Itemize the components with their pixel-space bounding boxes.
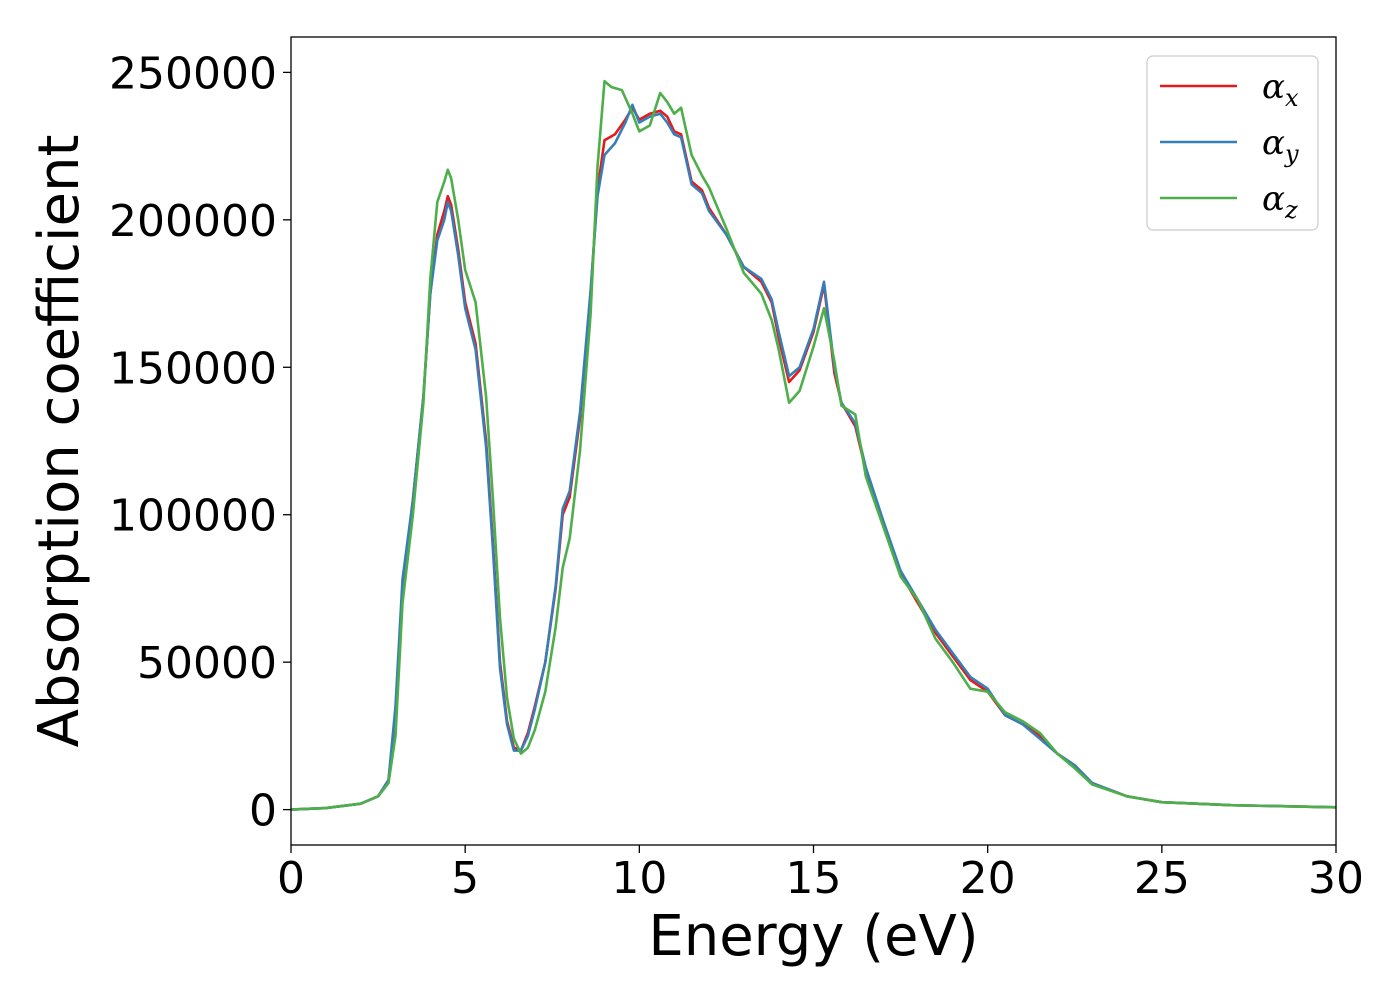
legend-subscript: y bbox=[1284, 140, 1299, 168]
x-tick-label: 20 bbox=[960, 853, 1016, 904]
x-tick-label: 25 bbox=[1134, 853, 1190, 904]
y-tick-label: 200000 bbox=[109, 196, 277, 247]
y-tick-label: 100000 bbox=[109, 491, 277, 542]
legend-subscript: x bbox=[1285, 84, 1299, 112]
x-tick-label: 0 bbox=[277, 853, 305, 904]
series-line-y bbox=[290, 103, 1337, 811]
x-tick-label: 30 bbox=[1308, 853, 1364, 904]
legend-subscript: z bbox=[1284, 196, 1298, 224]
legend-symbol: α bbox=[1262, 67, 1285, 107]
legend-symbol: α bbox=[1262, 123, 1285, 163]
legend-symbol: α bbox=[1262, 179, 1285, 219]
x-axis-label: Energy (eV) bbox=[648, 904, 978, 969]
y-axis-label: Absorption coefficient bbox=[27, 135, 92, 748]
y-axis-ticks: 0 50000 100000 150000 200000 250000 bbox=[109, 48, 291, 837]
y-tick-label: 50000 bbox=[137, 638, 277, 689]
legend-label-x: αx bbox=[1262, 67, 1299, 112]
x-axis-ticks: 0 5 10 15 20 25 30 bbox=[277, 845, 1364, 904]
x-tick-label: 10 bbox=[611, 853, 667, 904]
x-tick-label: 5 bbox=[451, 853, 479, 904]
series-line-x bbox=[290, 106, 1337, 811]
y-tick-label: 250000 bbox=[109, 48, 277, 99]
series-line-z bbox=[290, 79, 1337, 811]
x-tick-label: 15 bbox=[786, 853, 842, 904]
series-layer bbox=[290, 79, 1337, 811]
legend-label-z: αz bbox=[1262, 179, 1298, 224]
y-tick-label: 0 bbox=[249, 786, 277, 837]
legend-label-y: αy bbox=[1262, 123, 1299, 168]
y-tick-label: 150000 bbox=[109, 343, 277, 394]
